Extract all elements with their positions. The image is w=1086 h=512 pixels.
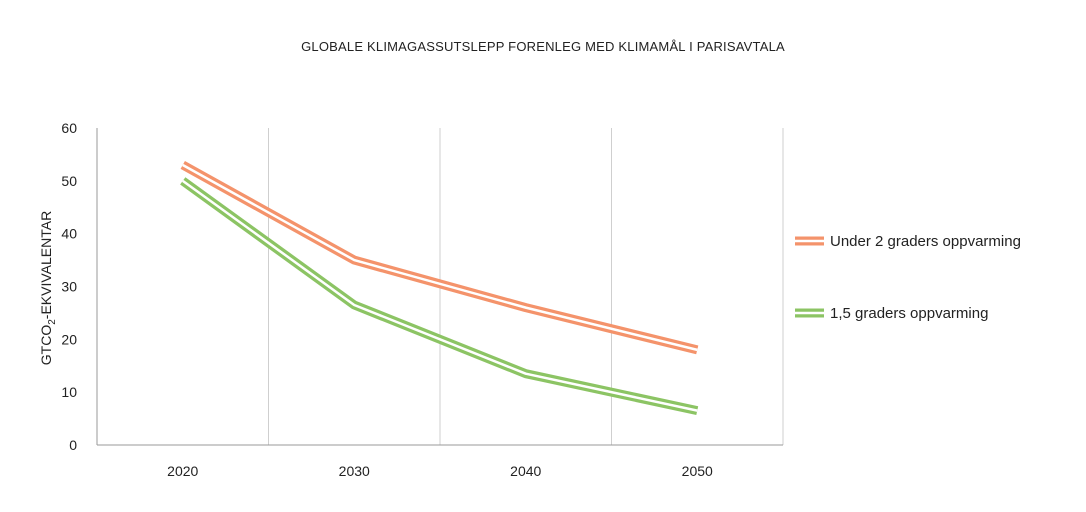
x-tick-labels: 2020 2030 2040 2050 (167, 463, 713, 479)
x-tick-label: 2020 (167, 463, 198, 479)
gridlines (268, 128, 784, 445)
chart-title: GLOBALE KLIMAGASSUTSLEPP FORENLEG MED KL… (301, 39, 785, 54)
y-tick-label: 30 (61, 279, 77, 295)
y-tick-label: 20 (61, 331, 77, 347)
x-tick-label: 2030 (339, 463, 370, 479)
x-tick-label: 2050 (682, 463, 713, 479)
y-tick-label: 50 (61, 173, 77, 189)
axes (96, 128, 783, 446)
series-line-core (182, 179, 698, 412)
y-tick-label: 10 (61, 384, 77, 400)
legend: Under 2 graders oppvarming 1,5 graders op… (795, 233, 1021, 322)
y-tick-label: 0 (69, 437, 77, 453)
series-line-core (182, 163, 698, 352)
y-tick-label: 40 (61, 226, 77, 242)
legend-label: 1,5 graders oppvarming (830, 305, 988, 322)
y-tick-labels: 0 10 20 30 40 50 60 (61, 120, 77, 453)
y-axis-label: GTCO2-EKVIVALENTAR (38, 211, 58, 365)
legend-label: Under 2 graders oppvarming (830, 233, 1021, 250)
series-2 (180, 177, 699, 416)
series-1 (180, 161, 699, 355)
y-tick-label: 60 (61, 120, 77, 136)
series-lines (180, 161, 699, 416)
legend-item: Under 2 graders oppvarming (795, 233, 1021, 250)
x-tick-label: 2040 (510, 463, 541, 479)
legend-item: 1,5 graders oppvarming (795, 305, 988, 322)
